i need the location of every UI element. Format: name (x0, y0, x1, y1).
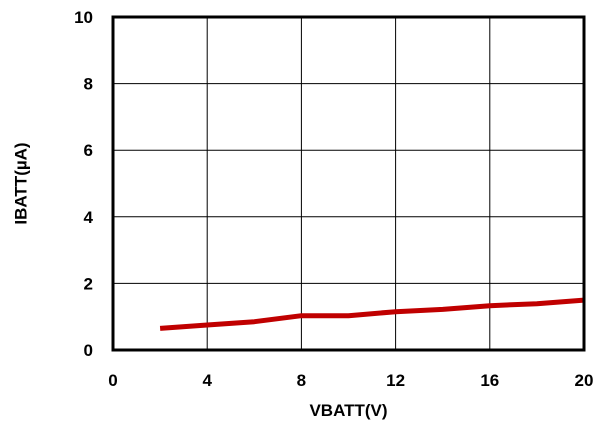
y-axis-title: IBATT(µA) (11, 142, 30, 224)
grid (113, 17, 584, 350)
y-tick-labels: 0 2 4 6 8 10 (74, 8, 93, 360)
y-tick-label: 4 (84, 208, 94, 227)
x-tick-label: 20 (575, 371, 594, 390)
x-tick-labels: 0 4 8 12 16 20 (108, 371, 593, 390)
y-tick-label: 2 (84, 274, 93, 293)
x-tick-label: 8 (297, 371, 306, 390)
x-axis-title: VBATT(V) (309, 401, 387, 420)
x-tick-label: 12 (386, 371, 405, 390)
x-tick-label: 16 (480, 371, 499, 390)
series-line (160, 300, 584, 328)
plot-frame (113, 17, 584, 350)
series-layer (160, 300, 584, 328)
y-tick-label: 6 (84, 141, 93, 160)
y-tick-label: 0 (84, 341, 93, 360)
x-tick-label: 0 (108, 371, 117, 390)
x-tick-label: 4 (202, 371, 212, 390)
y-tick-label: 10 (74, 8, 93, 27)
y-tick-label: 8 (84, 75, 93, 94)
